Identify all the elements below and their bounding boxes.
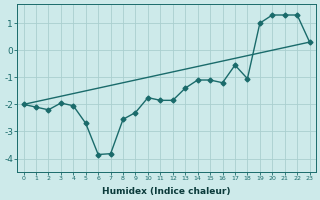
X-axis label: Humidex (Indice chaleur): Humidex (Indice chaleur) bbox=[102, 187, 231, 196]
